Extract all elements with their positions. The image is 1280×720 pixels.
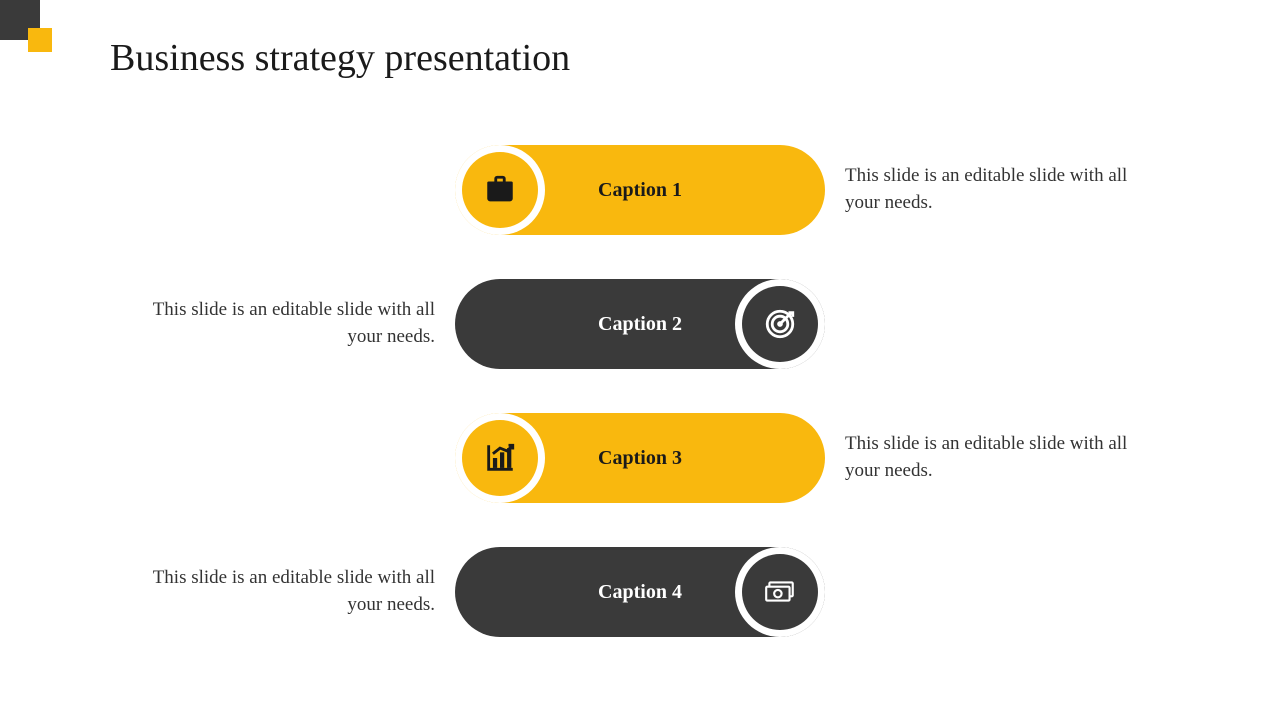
description-3: This slide is an editable slide with all… — [825, 431, 1145, 484]
icon-circle-4 — [742, 554, 818, 630]
icon-circle-1 — [462, 152, 538, 228]
pill-4: Caption 4 — [455, 547, 825, 637]
icon-circle-2 — [742, 286, 818, 362]
info-row-4: This slide is an editable slide with all… — [0, 542, 1280, 642]
info-row-2: This slide is an editable slide with all… — [0, 274, 1280, 374]
info-row-1: Caption 1 This slide is an editable slid… — [0, 140, 1280, 240]
chart-icon — [483, 441, 517, 475]
target-icon — [763, 307, 797, 341]
icon-circle-3 — [462, 420, 538, 496]
description-2: This slide is an editable slide with all… — [135, 297, 455, 350]
description-1: This slide is an editable slide with all… — [825, 163, 1145, 216]
description-4: This slide is an editable slide with all… — [135, 565, 455, 618]
pill-3: Caption 3 — [455, 413, 825, 503]
info-row-3: Caption 3 This slide is an editable slid… — [0, 408, 1280, 508]
pill-2: Caption 2 — [455, 279, 825, 369]
pill-1: Caption 1 — [455, 145, 825, 235]
slide-title: Business strategy presentation — [110, 36, 570, 80]
corner-square-yellow — [28, 28, 52, 52]
briefcase-icon — [483, 173, 517, 207]
money-icon — [763, 575, 797, 609]
infographic-rows: Caption 1 This slide is an editable slid… — [0, 140, 1280, 676]
